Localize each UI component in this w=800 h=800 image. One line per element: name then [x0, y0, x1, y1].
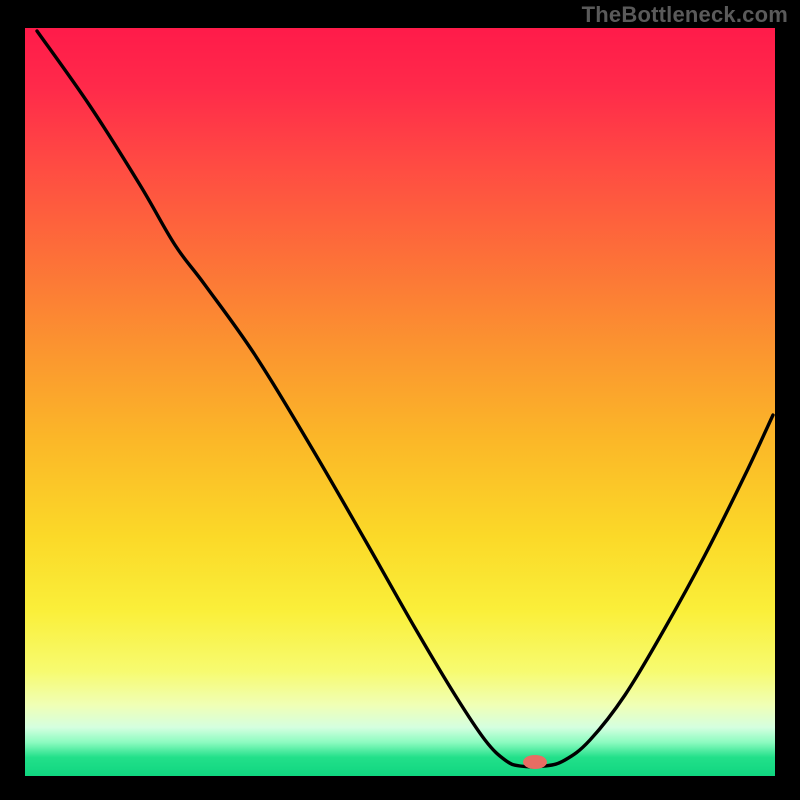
bottleneck-chart — [0, 0, 800, 800]
watermark-text: TheBottleneck.com — [582, 2, 788, 28]
plot-background — [25, 28, 775, 776]
optimal-marker — [523, 755, 547, 769]
